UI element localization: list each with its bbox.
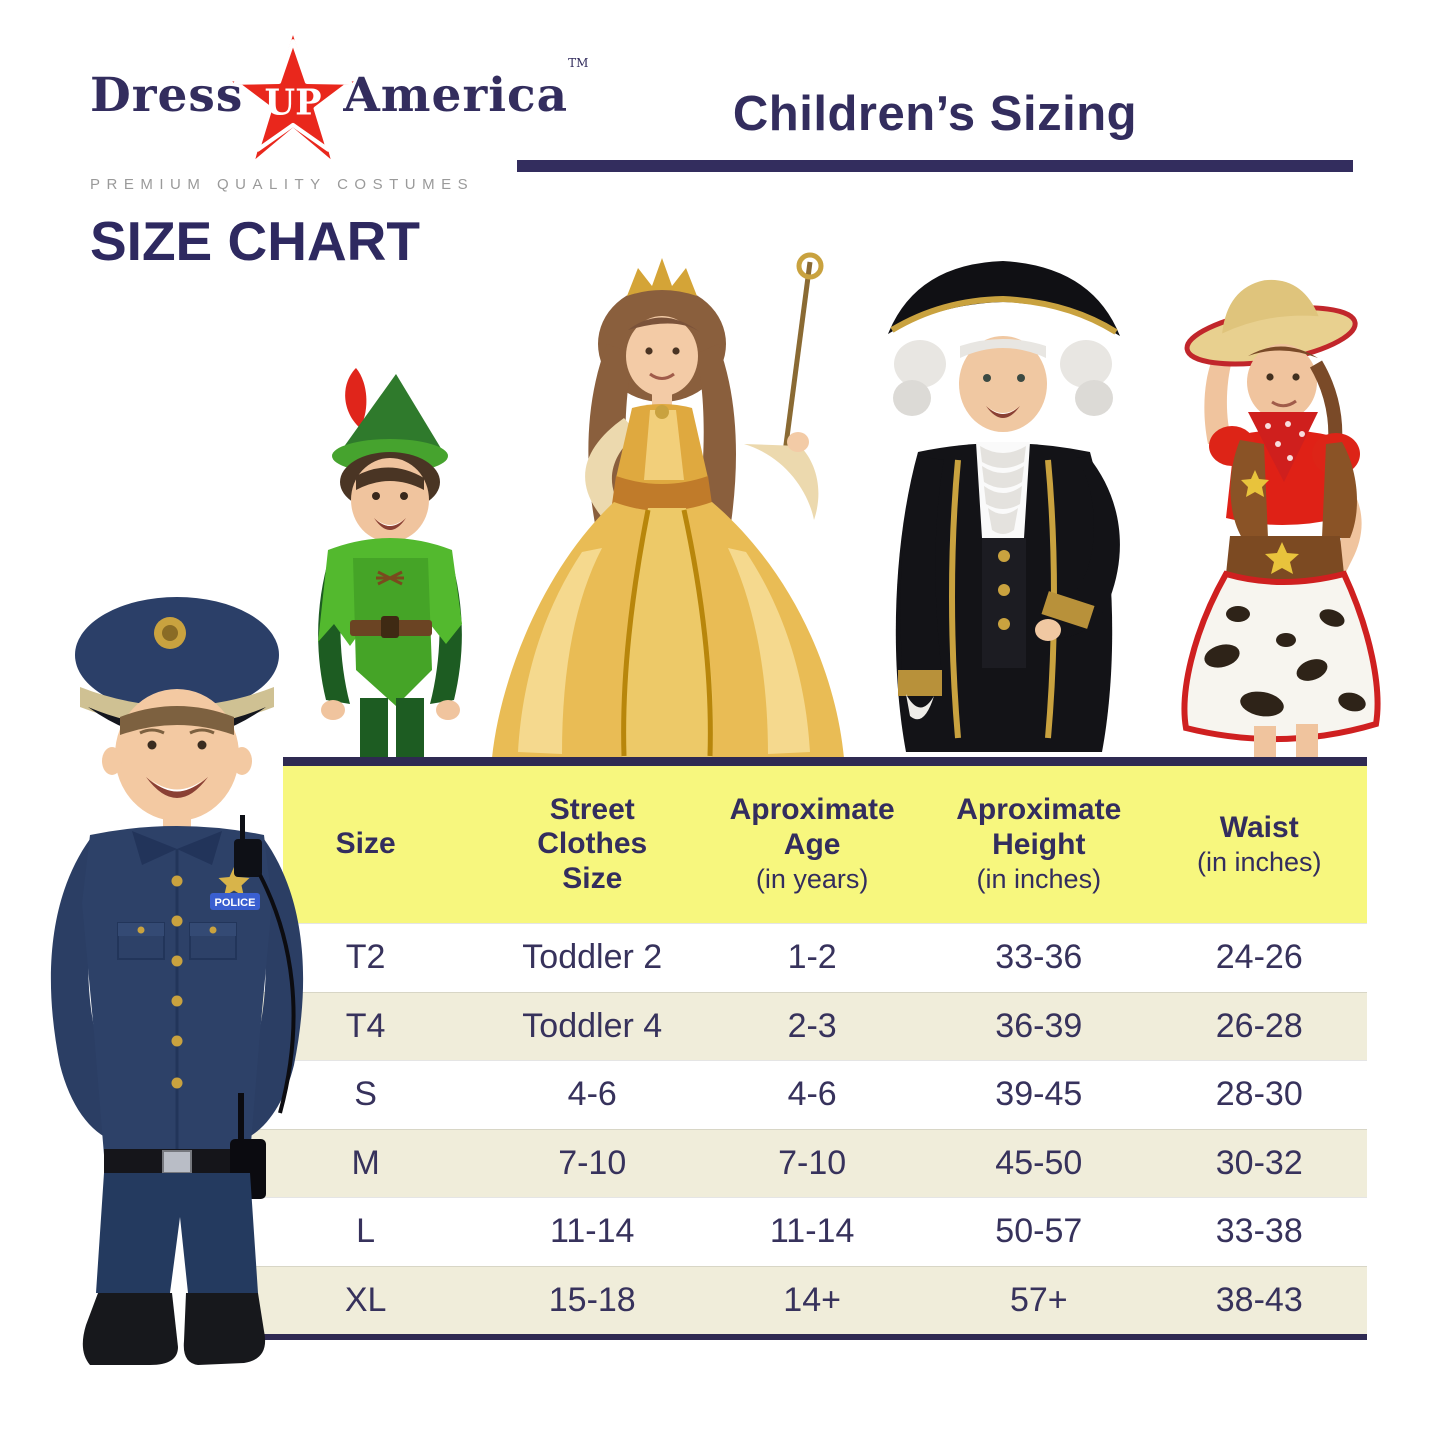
- table-cell: 1-2: [787, 938, 837, 977]
- column-header-height: Aproximate Height (in inches): [956, 793, 1122, 895]
- table-cell: 2-3: [787, 1006, 837, 1045]
- table-cell: T4: [345, 1006, 386, 1045]
- table-cell: 39-45: [995, 1075, 1083, 1114]
- cowboy-hat-icon: [1184, 279, 1358, 367]
- table-bottom-rule: [245, 1334, 1367, 1340]
- table-cell: S: [354, 1075, 377, 1114]
- table-cell: 24-26: [1215, 938, 1303, 977]
- table-cell: 14+: [783, 1280, 841, 1319]
- size-chart-heading: SIZE CHART: [90, 210, 420, 272]
- police-patch-label: POLICE: [215, 897, 256, 909]
- size-table-header-background: [283, 757, 1367, 923]
- table-cell: Toddler 2: [522, 938, 663, 977]
- table-cell: L: [356, 1212, 376, 1251]
- table-cell: 33-36: [995, 938, 1083, 977]
- column-header-waist: Waist (in inches): [1196, 810, 1322, 878]
- bandana-icon: [1248, 412, 1318, 482]
- table-cell: 7-10: [558, 1143, 627, 1182]
- table-cell: 15-18: [548, 1280, 636, 1319]
- brand-star-icon: UP: [231, 28, 355, 162]
- brand-logo: Dress UP America TM PREMIUM QUALITY COST…: [90, 28, 588, 273]
- costume-colonial-photo: [888, 261, 1120, 752]
- size-table: Size Street Clothes Size Aproximate Age …: [245, 757, 1367, 1340]
- sheriff-star-icon: [1265, 542, 1299, 574]
- costume-peter-pan-photo: [318, 368, 462, 758]
- table-row-xl: XL 15-18 14+ 57+ 38-43: [245, 1265, 1367, 1334]
- table-cell: 30-32: [1215, 1143, 1303, 1182]
- table-cell: 38-43: [1215, 1280, 1303, 1319]
- table-cell: 11-14: [769, 1212, 855, 1251]
- table-cell: XL: [344, 1280, 387, 1319]
- table-cell: 7-10: [778, 1143, 847, 1182]
- brand-logo-row: Dress UP America TM: [90, 28, 588, 162]
- table-cell: 4-6: [787, 1075, 837, 1114]
- column-header-age: Aproximate Age (in years): [729, 793, 895, 895]
- page-title-block: Children’s Sizing: [517, 86, 1353, 172]
- table-cell: 57+: [1009, 1280, 1068, 1319]
- table-cell: 26-28: [1215, 1006, 1303, 1045]
- police-badge-icon: [218, 867, 250, 897]
- table-row-t2: T2 Toddler 2 1-2 33-36 24-26: [245, 923, 1367, 992]
- table-row-m: M 7-10 7-10 45-50 30-32: [245, 1128, 1367, 1197]
- table-cell: 33-38: [1215, 1212, 1303, 1251]
- feather-icon: [345, 368, 367, 428]
- page-title: Children’s Sizing: [732, 87, 1138, 141]
- table-cell: 28-30: [1215, 1075, 1303, 1114]
- costume-police-photo: POLICE: [50, 597, 304, 1365]
- brand-word-up: UP: [265, 83, 322, 124]
- title-underline: [517, 160, 1353, 172]
- table-row-s: S 4-6 4-6 39-45 28-30: [245, 1060, 1367, 1129]
- column-header-size: Size: [335, 827, 396, 861]
- table-cell: 45-50: [995, 1143, 1083, 1182]
- scepter-icon: [781, 261, 813, 461]
- brand-tagline: PREMIUM QUALITY COSTUMES: [90, 176, 475, 193]
- size-table-header: Size Street Clothes Size Aproximate Age …: [245, 757, 1367, 923]
- brand-word-america: America: [343, 67, 569, 123]
- brand-word-dress: Dress: [90, 67, 244, 123]
- table-row-t4: T4 Toddler 4 2-3 36-39 26-28: [245, 991, 1367, 1060]
- tiara-icon: [627, 258, 697, 296]
- table-cell: 11-14: [550, 1212, 635, 1251]
- table-cell: 36-39: [995, 1006, 1083, 1045]
- radio-icon: [234, 839, 262, 877]
- costume-princess-photo: [492, 252, 844, 758]
- costume-cowgirl-photo: [1181, 279, 1381, 758]
- table-cell: 4-6: [567, 1075, 617, 1114]
- table-row-l: L 11-14 11-14 50-57 33-38: [245, 1197, 1367, 1266]
- table-cell: T2: [345, 938, 386, 977]
- brand-trademark: TM: [568, 56, 589, 70]
- column-header-street-clothes-size: Street Clothes Size: [537, 792, 648, 895]
- table-cell: M: [351, 1143, 380, 1182]
- police-cap-icon: [75, 597, 279, 713]
- table-cell: Toddler 4: [522, 1006, 663, 1045]
- table-cell: 50-57: [995, 1212, 1083, 1251]
